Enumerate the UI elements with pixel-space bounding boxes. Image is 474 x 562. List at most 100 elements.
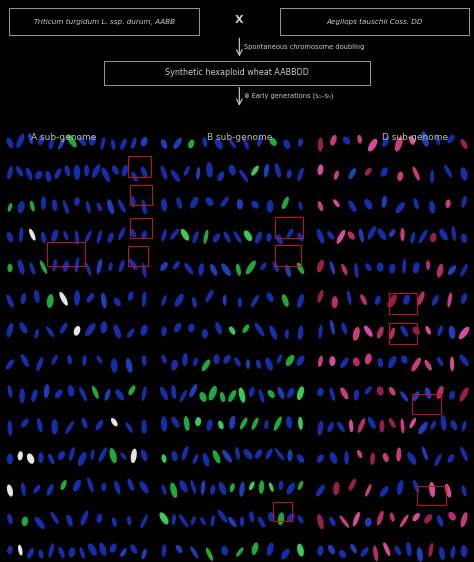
Ellipse shape bbox=[58, 138, 65, 149]
Ellipse shape bbox=[283, 139, 291, 149]
Ellipse shape bbox=[182, 446, 188, 460]
Ellipse shape bbox=[220, 197, 229, 207]
Ellipse shape bbox=[52, 199, 57, 211]
Ellipse shape bbox=[395, 137, 403, 152]
Ellipse shape bbox=[282, 294, 289, 307]
Ellipse shape bbox=[340, 357, 348, 368]
Ellipse shape bbox=[365, 484, 372, 497]
Ellipse shape bbox=[436, 134, 440, 145]
Ellipse shape bbox=[115, 389, 124, 400]
Ellipse shape bbox=[380, 486, 389, 497]
Ellipse shape bbox=[85, 323, 96, 336]
Ellipse shape bbox=[212, 450, 220, 463]
Ellipse shape bbox=[63, 200, 69, 214]
Ellipse shape bbox=[141, 450, 147, 461]
Ellipse shape bbox=[382, 137, 389, 147]
Ellipse shape bbox=[459, 355, 469, 366]
Ellipse shape bbox=[361, 547, 369, 557]
Ellipse shape bbox=[235, 447, 240, 460]
Ellipse shape bbox=[207, 419, 212, 431]
Ellipse shape bbox=[218, 171, 224, 181]
Ellipse shape bbox=[447, 454, 455, 463]
Ellipse shape bbox=[170, 483, 177, 498]
Ellipse shape bbox=[377, 262, 383, 271]
Ellipse shape bbox=[68, 385, 74, 397]
Ellipse shape bbox=[188, 139, 194, 148]
Ellipse shape bbox=[120, 138, 127, 150]
Ellipse shape bbox=[412, 513, 420, 522]
Ellipse shape bbox=[413, 198, 419, 209]
Ellipse shape bbox=[364, 325, 373, 337]
Ellipse shape bbox=[81, 511, 88, 525]
Ellipse shape bbox=[349, 479, 356, 491]
Ellipse shape bbox=[236, 264, 241, 276]
Ellipse shape bbox=[353, 327, 360, 341]
Ellipse shape bbox=[118, 200, 126, 213]
Ellipse shape bbox=[188, 324, 195, 332]
Ellipse shape bbox=[209, 386, 217, 401]
Ellipse shape bbox=[342, 323, 347, 334]
Ellipse shape bbox=[360, 294, 367, 305]
Bar bbox=[389, 293, 417, 314]
Ellipse shape bbox=[127, 328, 134, 338]
Ellipse shape bbox=[317, 454, 324, 463]
Ellipse shape bbox=[401, 228, 405, 241]
Ellipse shape bbox=[318, 165, 323, 175]
Ellipse shape bbox=[383, 542, 390, 556]
Ellipse shape bbox=[161, 416, 167, 432]
Ellipse shape bbox=[410, 418, 416, 428]
Ellipse shape bbox=[67, 355, 72, 364]
Ellipse shape bbox=[409, 135, 415, 145]
Ellipse shape bbox=[65, 421, 74, 434]
Text: B sub-genome: B sub-genome bbox=[207, 133, 272, 142]
Ellipse shape bbox=[380, 420, 384, 433]
Ellipse shape bbox=[131, 448, 137, 463]
Ellipse shape bbox=[82, 418, 87, 429]
Ellipse shape bbox=[33, 485, 40, 493]
Ellipse shape bbox=[287, 388, 294, 398]
Ellipse shape bbox=[425, 326, 431, 334]
Ellipse shape bbox=[297, 356, 304, 366]
Ellipse shape bbox=[228, 516, 237, 527]
Ellipse shape bbox=[368, 139, 377, 152]
Ellipse shape bbox=[18, 545, 23, 556]
Ellipse shape bbox=[200, 392, 207, 402]
Ellipse shape bbox=[170, 229, 179, 240]
Ellipse shape bbox=[318, 138, 323, 152]
Ellipse shape bbox=[412, 166, 420, 181]
Ellipse shape bbox=[264, 164, 269, 177]
Ellipse shape bbox=[259, 481, 264, 494]
Ellipse shape bbox=[63, 261, 69, 272]
Ellipse shape bbox=[88, 543, 97, 556]
Ellipse shape bbox=[397, 171, 403, 181]
Ellipse shape bbox=[172, 416, 179, 428]
Ellipse shape bbox=[278, 513, 284, 525]
Ellipse shape bbox=[269, 483, 273, 492]
Ellipse shape bbox=[365, 353, 372, 364]
Ellipse shape bbox=[359, 229, 364, 242]
Ellipse shape bbox=[298, 416, 303, 430]
Ellipse shape bbox=[377, 387, 383, 396]
Ellipse shape bbox=[41, 196, 46, 210]
Ellipse shape bbox=[249, 387, 255, 397]
Ellipse shape bbox=[74, 326, 80, 336]
Ellipse shape bbox=[316, 484, 325, 497]
Ellipse shape bbox=[109, 448, 117, 463]
Text: X: X bbox=[235, 15, 244, 25]
Bar bbox=[47, 242, 85, 266]
Ellipse shape bbox=[44, 384, 49, 398]
Ellipse shape bbox=[99, 543, 107, 556]
Ellipse shape bbox=[91, 450, 94, 460]
Ellipse shape bbox=[447, 292, 452, 307]
Ellipse shape bbox=[350, 544, 357, 554]
Ellipse shape bbox=[229, 416, 235, 429]
Ellipse shape bbox=[367, 226, 376, 239]
Ellipse shape bbox=[73, 479, 81, 492]
Ellipse shape bbox=[192, 231, 199, 243]
Ellipse shape bbox=[128, 259, 137, 270]
Ellipse shape bbox=[274, 448, 284, 461]
Ellipse shape bbox=[201, 481, 205, 495]
Ellipse shape bbox=[111, 418, 118, 427]
Bar bbox=[412, 395, 441, 414]
Ellipse shape bbox=[80, 547, 85, 559]
